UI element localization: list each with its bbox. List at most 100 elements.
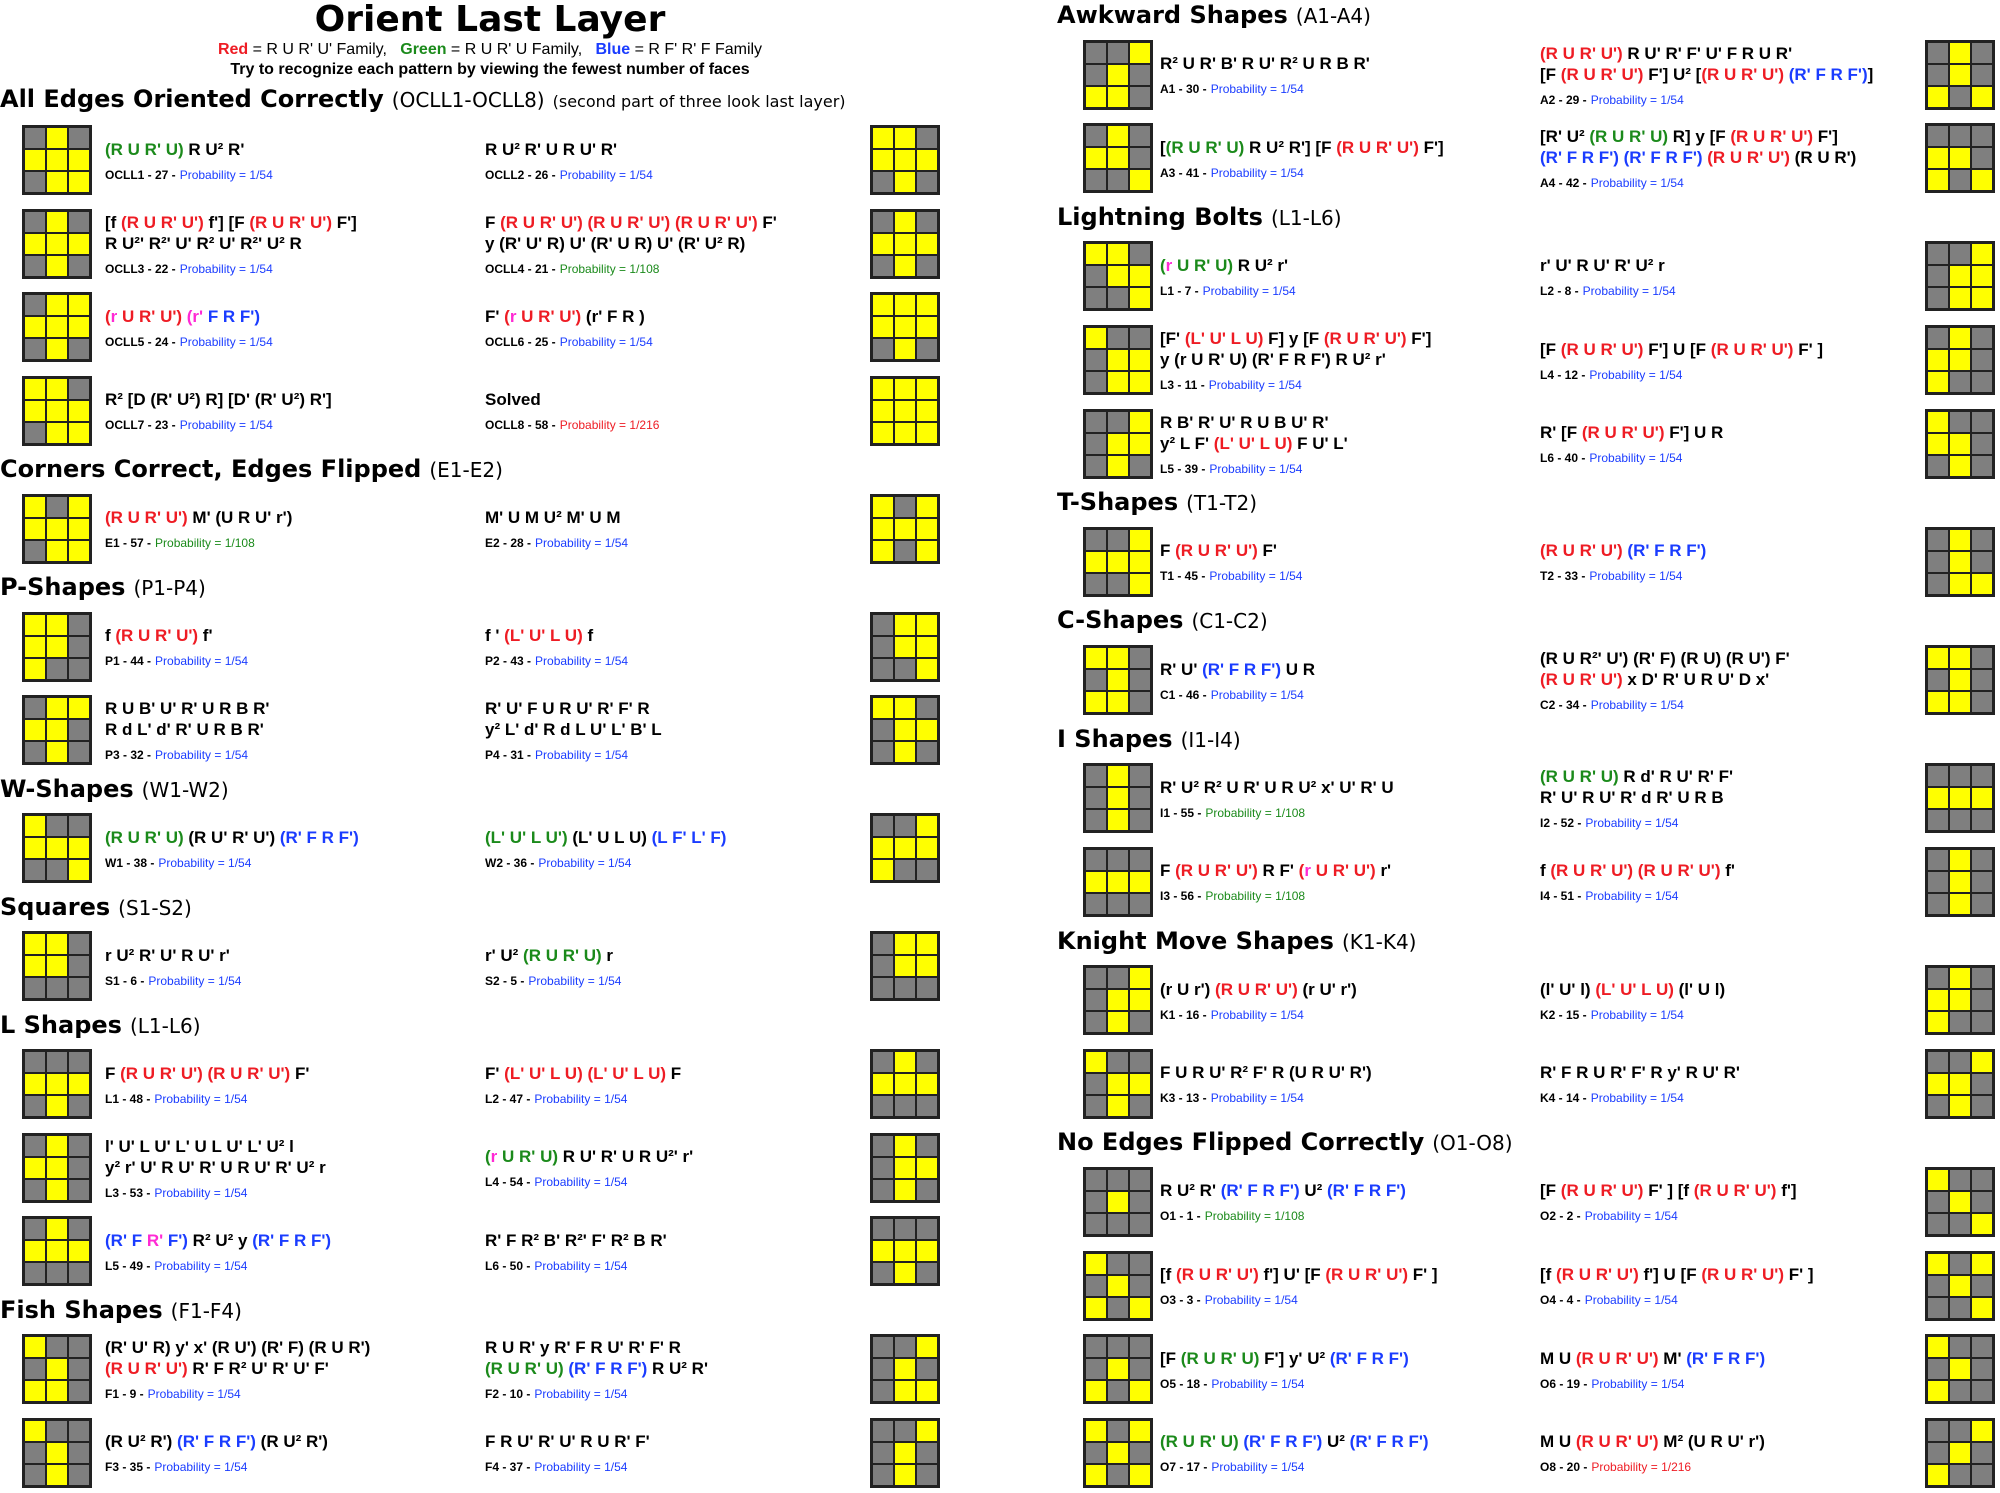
sticker [1130,170,1150,191]
probability: Probability = 1/216 [1591,1460,1692,1475]
sticker [25,860,45,881]
case-row: (R U R' U) (R' F R F') U² (R' F R F') O7 … [1057,1413,2000,1493]
sticker [47,742,67,763]
sticker [1108,893,1128,914]
sticker [1086,1337,1106,1358]
probability: Probability = 1/54 [148,973,242,988]
sticker [873,720,893,741]
algorithm-line: r U² R' U' R U' r' [105,945,485,966]
text-segment: (R' F [105,1230,147,1250]
sticker [1086,455,1106,476]
sticker [25,496,45,517]
sticker [917,636,937,657]
sticker [1086,551,1106,572]
sticker [1928,1381,1948,1402]
case-row: l' U' L U' L' U L U' L' U² l y² r' U' R U… [0,1128,1040,1208]
text-segment: (R U R' U) [1180,1348,1260,1368]
sticker [1130,1213,1150,1234]
sticker [1130,42,1150,63]
sticker [895,1219,915,1240]
sticker [1086,64,1106,85]
sticker [895,422,915,443]
case-code: O5 - 18 - [1160,1376,1208,1391]
left-column: Orient Last Layer Red = R U R' U' Family… [0,0,1040,1488]
sticker [1928,1442,1948,1463]
sticker [25,518,45,539]
case-label: O2 - 2 - Probability = 1/54 [1540,1209,1925,1223]
sticker [47,422,67,443]
case-label: OCLL1 - 27 - Probability = 1/54 [105,168,485,182]
sticker [1972,1051,1992,1072]
case: (r U R' U') (r' F R F') OCLL5 - 24 - Proba… [105,306,485,349]
sticker [1928,1420,1948,1441]
sticker [895,1263,915,1284]
cube-diagram [1083,526,1153,597]
section-heading: Squares (S1-S2) [0,892,1040,923]
sticker [1086,1169,1106,1190]
sticker [25,720,45,741]
case-code: L4 - 12 - [1540,367,1586,382]
sticker [1928,433,1948,454]
sticker [873,1337,893,1358]
case-label: K1 - 16 - Probability = 1/54 [1160,1008,1540,1022]
algorithm-line: R' U' R U' R' d R' U R B [1540,787,1925,808]
case-code: T1 - 45 - [1160,569,1206,584]
case-label: S1 - 6 - Probability = 1/54 [105,974,485,988]
sticker [1950,1213,1970,1234]
sticker [873,400,893,421]
sticker [69,934,89,955]
sticker [1086,529,1106,550]
sticker [47,496,67,517]
sticker [1086,573,1106,594]
text-segment: R U² R' U R U' R' [485,139,618,159]
text-segment: Solved [485,390,541,410]
sticker [69,1157,89,1178]
sticker [873,378,893,399]
section-heading: Corners Correct, Edges Flipped (E1-E2) [0,454,1040,485]
sticker [895,1179,915,1200]
sticker [25,658,45,679]
sticker [895,860,915,881]
sticker [1950,86,1970,107]
sticker [69,1263,89,1284]
text-segment: F' [485,1063,505,1083]
text-segment: (r U r') [1160,979,1216,999]
case-label: W1 - 38 - Probability = 1/54 [105,856,485,870]
case: F' (L' U' L U) (L' U' L U) F L2 - 47 - Pro… [485,1063,870,1106]
sticker [917,1096,937,1117]
case-code: L2 - 47 - [485,1091,531,1106]
text-segment: (R U R' U) [105,139,184,159]
text-segment: ( [105,306,111,326]
sticker [69,378,89,399]
text-segment: F' [1257,541,1277,561]
text-segment: (R U R' U') [1540,43,1623,63]
probability: Probability = 1/108 [1204,1209,1305,1224]
sticker [1130,266,1150,287]
cube-diagram [22,1049,92,1120]
algorithm-line: (R U R' U) (R' F R F') R U² R' [485,1358,870,1379]
sticker [917,860,937,881]
sticker [917,317,937,338]
sticker [1130,328,1150,349]
case-label: F3 - 35 - Probability = 1/54 [105,1460,485,1474]
text-segment: R² U² y [187,1230,253,1250]
sticker [1950,968,1970,989]
sticker [25,1263,45,1284]
case-code: O4 - 4 - [1540,1293,1581,1308]
sticker [1130,1297,1150,1318]
sticker [25,150,45,171]
sticker [1086,1420,1106,1441]
sticker [1972,1213,1992,1234]
case-code: F4 - 37 - [485,1460,531,1475]
text-segment: R² U R' B' R U' R² U R B R' [1160,54,1370,74]
case-code: O2 - 2 - [1540,1209,1581,1224]
case-code: I1 - 55 - [1160,805,1202,820]
sticker [1950,573,1970,594]
sticker [69,150,89,171]
sticker [1928,1051,1948,1072]
sticker [1108,670,1128,691]
text-segment: (R U R' U') [1560,339,1644,359]
text-segment: (R U R' U) [485,1359,564,1379]
algorithm-line: (r U r') (R U R' U') (r U' r') [1160,979,1540,1000]
case: (R' U' R) y' x' (R U') (R' F) (R U R') (R… [105,1337,485,1401]
